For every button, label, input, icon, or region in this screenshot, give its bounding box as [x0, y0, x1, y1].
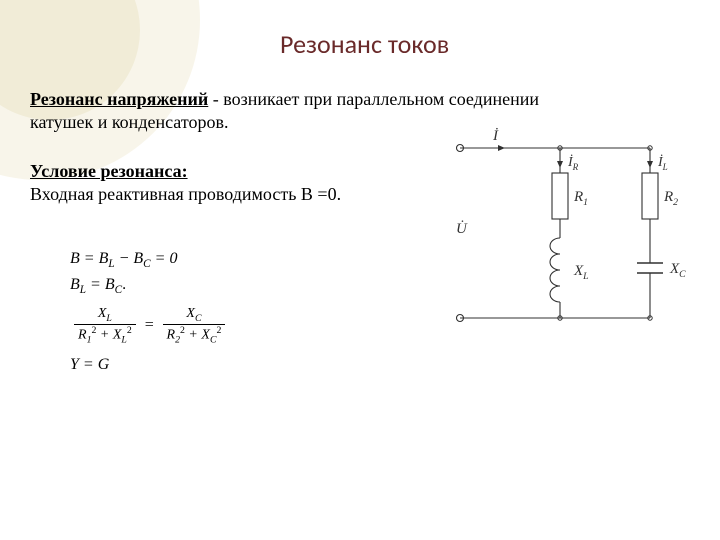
svg-text:R2: R2: [663, 189, 678, 208]
formula-line-3: XL R12 + XL2 = XC R22 + XC2: [70, 306, 229, 345]
svg-text:İR: İR: [567, 154, 579, 172]
paragraph-condition-title: Условие резонанса:: [30, 161, 188, 181]
svg-text:XL: XL: [573, 263, 589, 282]
paragraph-condition-body: Входная реактивная проводимость B =0.: [30, 184, 341, 204]
svg-text:İL: İL: [657, 154, 668, 172]
paragraph-definition-term: Резонанс напряжений: [30, 89, 208, 109]
circuit-diagram: İ U̇ İR R1 XL İL R2 XC: [440, 118, 710, 348]
svg-text:U̇: U̇: [456, 221, 468, 237]
formula-line-4: Y = G: [70, 356, 229, 374]
slide-title: Резонанс токов: [280, 28, 449, 60]
formula-line-1: B = BL − BC = 0: [70, 250, 229, 270]
svg-text:İ: İ: [492, 128, 499, 144]
formula-line-2: BL = BC.: [70, 276, 229, 296]
paragraph-condition: Условие резонанса: Входная реактивная пр…: [30, 160, 341, 207]
svg-text:R1: R1: [573, 189, 588, 208]
formula-block: B = BL − BC = 0 BL = BC. XL R12 + XL2 = …: [70, 250, 229, 374]
svg-text:XC: XC: [669, 261, 686, 280]
paragraph-definition-line2: катушек и конденсаторов.: [30, 112, 228, 132]
paragraph-definition-rest: - возникает при параллельном соединении: [208, 89, 539, 109]
